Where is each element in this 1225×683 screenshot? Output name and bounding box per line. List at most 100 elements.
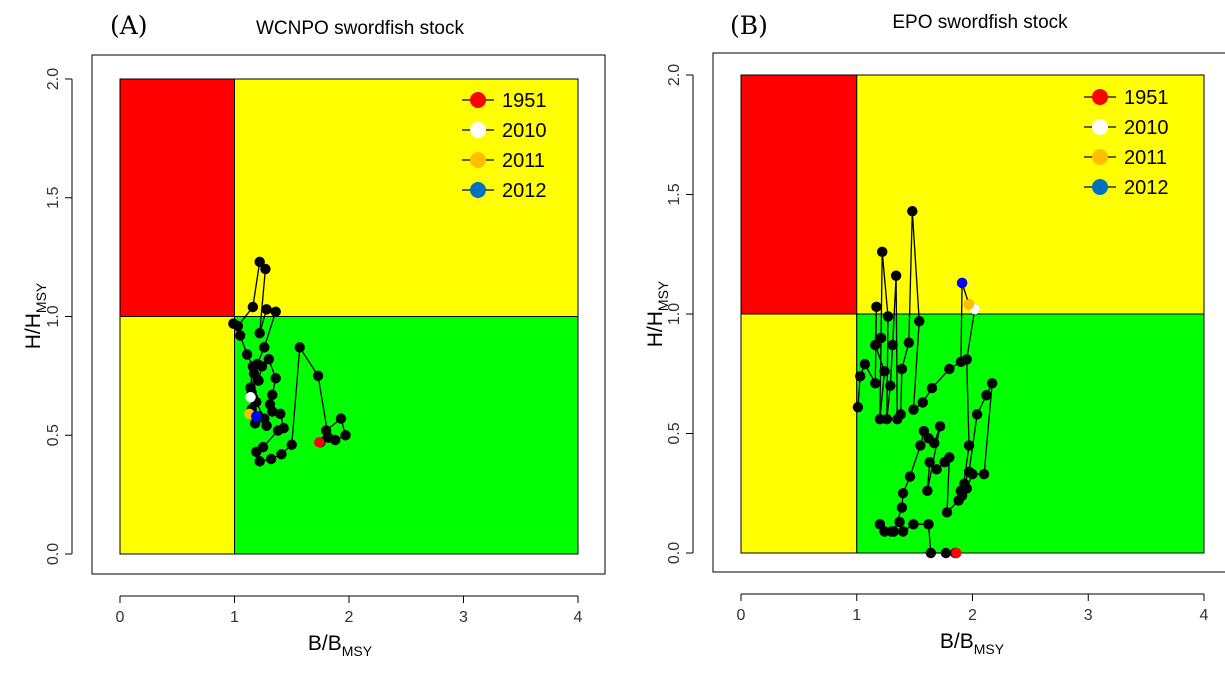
x-tick-label: 4 [574, 609, 583, 626]
trajectory-point [963, 440, 975, 451]
year-point-2010 [245, 392, 256, 403]
x-axis-title-sub: MSY [974, 641, 1005, 657]
legend: 1951 2010 2011 2012 [1084, 87, 1169, 199]
zone-overfished [119, 316, 235, 555]
y-axis-title-sub: MSY [655, 280, 671, 311]
trajectory-point [888, 526, 899, 537]
trajectory-point [261, 420, 272, 431]
zone-overfished-overfishing [119, 78, 235, 317]
trajectory-point [261, 304, 272, 315]
trajectory-point [963, 466, 975, 477]
x-tick-label: 0 [116, 609, 125, 626]
trajectory-point [908, 404, 919, 415]
trajectory-point [254, 327, 265, 339]
trajectory-point [241, 349, 253, 360]
legend-marker [1092, 179, 1108, 195]
trajectory-point [335, 413, 347, 424]
trajectory-point [944, 363, 955, 375]
trajectory-point [887, 339, 898, 351]
trajectory-point [254, 256, 265, 268]
trajectory-point [897, 526, 909, 537]
y-tick-label: 0.0 [666, 542, 683, 564]
trajectory-point [278, 422, 289, 434]
trajectory-point [235, 330, 246, 341]
trajectory-point [978, 468, 990, 480]
trajectory-point [879, 366, 890, 377]
x-tick-label: 4 [1200, 607, 1209, 624]
trajectory-point [275, 408, 286, 420]
trajectory-point [257, 441, 269, 453]
legend-label: 2010 [1124, 117, 1169, 139]
y-tick-label: 1.5 [666, 183, 683, 205]
trajectory-point [924, 456, 935, 468]
trajectory-point [852, 402, 864, 413]
trajectory-point [934, 421, 946, 432]
trajectory-point [260, 263, 271, 275]
panel-label: (A) [110, 11, 148, 40]
x-tick-label: 0 [737, 607, 746, 624]
y-tick-label: 1.0 [666, 303, 683, 325]
trajectory-point [877, 246, 888, 258]
legend-label: 2010 [502, 120, 547, 142]
trajectory-point [941, 507, 953, 518]
trajectory-point [340, 430, 351, 441]
trajectory-point [247, 301, 259, 313]
panel-b: 1951 2010 2011 2012 [686, 52, 1225, 601]
trajectory-point [263, 354, 275, 365]
trajectory-point [890, 270, 902, 281]
panel-title: WCNPO swordfish stock [256, 18, 464, 39]
trajectory-point [270, 306, 281, 317]
trajectory-point [294, 342, 305, 353]
trajectory-point [245, 382, 256, 393]
trajectory-point [896, 363, 908, 375]
y-axis-title: H/HMSY [22, 282, 49, 349]
year-point-2012 [251, 411, 262, 422]
trajectory-point [259, 342, 270, 353]
legend-marker [470, 92, 486, 108]
legend-label: 1951 [502, 90, 547, 112]
y-tick-label: 0.5 [45, 424, 62, 446]
trajectory-point [870, 378, 881, 389]
year-point-1951 [314, 437, 325, 448]
trajectory-point [897, 488, 909, 499]
zone-overfished-overfishing [740, 74, 858, 315]
trajectory-point [871, 301, 882, 313]
trajectory-point [929, 437, 940, 449]
y-axis-title-main: H/H [644, 311, 667, 347]
plot-frame [712, 52, 1225, 573]
y-axis-title-sub: MSY [33, 282, 49, 313]
trajectory-point [276, 449, 287, 460]
trajectory-point [870, 339, 881, 351]
trajectory-point [254, 456, 265, 467]
x-tick-label: 1 [852, 607, 861, 624]
zone-overfishing [856, 74, 1205, 315]
x-axis-title-sub: MSY [342, 643, 373, 659]
trajectory-point [925, 547, 937, 559]
x-axis-title-main: B/B [308, 632, 342, 655]
trajectory-point [892, 413, 903, 425]
trajectory-point [270, 373, 281, 384]
trajectory-point [264, 399, 276, 410]
trajectory-point [923, 519, 934, 530]
plot-frame [91, 54, 606, 575]
legend-marker [1092, 89, 1108, 105]
y-axis-title: H/HMSY [644, 280, 671, 347]
trajectory-point [926, 382, 938, 394]
trajectory-point [265, 453, 277, 465]
legend-label: 2011 [502, 150, 545, 172]
trajectory-point [323, 432, 334, 443]
trajectory-point [252, 358, 263, 370]
trajectory-point [956, 490, 968, 501]
legend: 1951 2010 2011 2012 [462, 90, 547, 202]
y-tick-label: 2.0 [666, 64, 683, 86]
panel-a: 1951 2010 2011 2012 [65, 54, 606, 603]
legend-marker [1092, 119, 1108, 135]
trajectory-point [917, 397, 928, 408]
trajectory-point [908, 519, 919, 530]
trajectory-point [875, 332, 887, 344]
x-tick-label: 3 [1084, 607, 1093, 624]
trajectory-point [267, 389, 278, 401]
trajectory-point [907, 206, 918, 217]
y-tick-label: 2.0 [45, 68, 62, 90]
trajectory-point [232, 320, 244, 332]
